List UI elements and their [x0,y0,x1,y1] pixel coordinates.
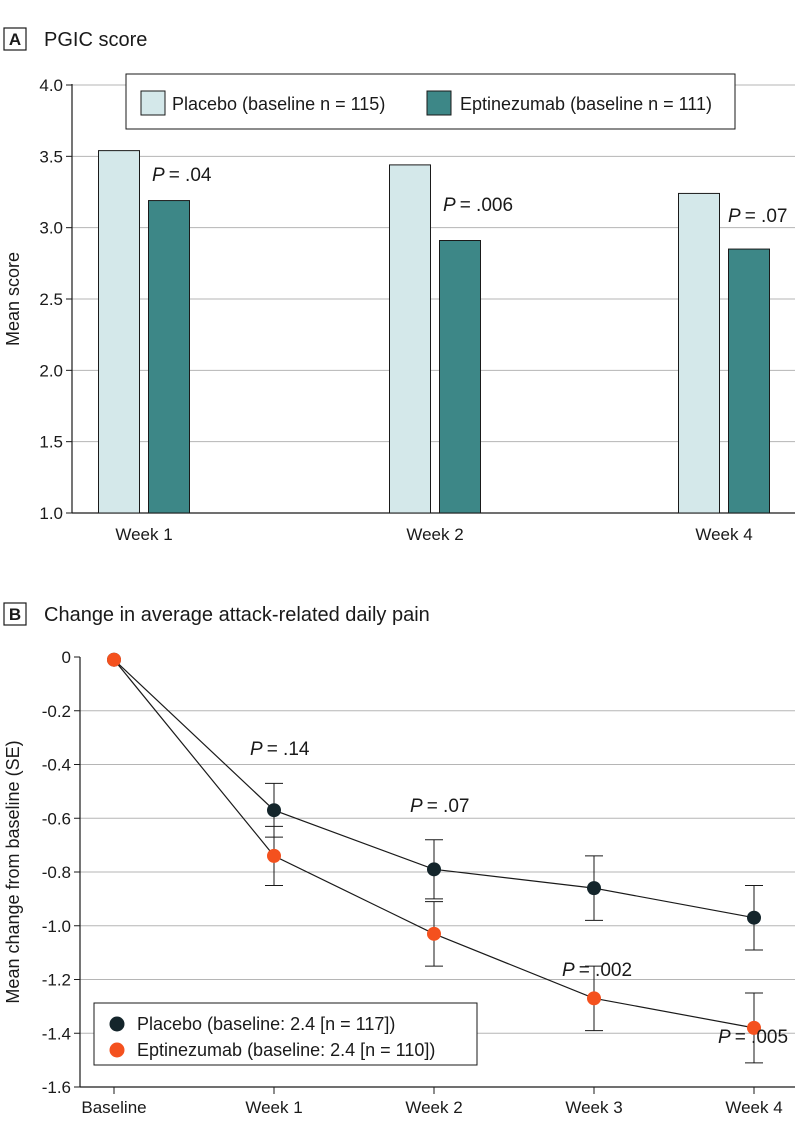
bar-eptinezumab-week-2 [439,240,481,514]
legend-label-a-placebo: Placebo (baseline n = 115) [172,94,385,114]
x-tick-label-b-week-4: Week 4 [725,1098,782,1117]
y-tick-label-a: 3.0 [39,219,63,238]
data-point-placebo-week-3 [587,881,601,896]
y-tick-label-b: -0.4 [42,756,71,775]
legend-a: Placebo (baseline n = 115) Eptinezumab (b… [125,73,736,130]
legend-label-b-placebo: Placebo (baseline: 2.4 [n = 117]) [137,1014,395,1034]
legend-swatch-a-eptinezumab [426,90,452,116]
y-tick-label-a: 4.0 [39,76,63,95]
data-point-eptinezumab-week-1 [267,848,281,863]
p-value-letter: P [250,739,263,760]
p-value-letter: P [152,165,165,186]
x-tick-label-a-week-4: Week 4 [695,525,752,544]
x-tick-label-a-week-1: Week 1 [115,525,172,544]
p-value-number: = .07 [427,796,470,817]
panel-a-letter-box [3,27,27,51]
x-tick-label-a-week-2: Week 2 [406,525,463,544]
p-value-annotation-b-week-1: P = .14 [250,739,310,760]
legend-swatch-a-placebo [140,90,166,116]
x-tick-label-b-baseline: Baseline [81,1098,146,1117]
y-tick-label-a: 3.5 [39,147,63,166]
p-value-number: = .006 [460,195,513,216]
data-point-placebo-week-1 [267,803,281,818]
p-value-number: = .07 [745,206,788,227]
p-value-number: = .14 [267,739,310,760]
p-value-annotation-a: P = .07 [728,206,787,227]
p-value-annotation-b-week-3: P = .002 [562,960,632,981]
p-value-letter: P [410,796,423,817]
p-value-letter: P [562,960,575,981]
p-value-letter: P [718,1027,731,1048]
panel-a-letter: A [9,30,21,49]
p-value-number: = .005 [735,1027,788,1048]
bar-placebo-week-2 [389,164,431,514]
bar-eptinezumab-week-1 [148,200,190,514]
panel-b-letter-box [3,602,27,626]
x-tick-label-b-week-1: Week 1 [245,1098,302,1117]
y-tick-label-b: -1.6 [42,1078,71,1097]
y-axis-title-b: Mean change from baseline (SE) [3,740,23,1003]
y-tick-label-b: -0.2 [42,702,71,721]
p-value-letter: P [728,206,741,227]
y-tick-label-a: 2.0 [39,361,63,380]
panel-b-letter: B [9,605,21,624]
legend-b: Placebo (baseline: 2.4 [n = 117]) Eptinez… [93,1002,478,1066]
panel-b-chart: 0 -0.2 -0.4 -0.6 -0.8 -1.0 -1.2 -1.4 -1.6 Mean ch… [3,648,795,1117]
y-axis-title-a: Mean score [3,252,23,346]
legend-label-b-eptinezumab: Eptinezumab (baseline: 2.4 [n = 110]) [137,1040,435,1060]
x-tick-label-b-week-2: Week 2 [405,1098,462,1117]
data-point-eptinezumab-baseline [107,652,121,667]
panel-b-title: Change in average attack-related daily p… [44,604,430,626]
p-value-number: = .002 [579,960,632,981]
y-tick-label-a: 2.5 [39,290,63,309]
bar-eptinezumab-week-4 [728,248,770,514]
legend-marker-b-eptinezumab [109,1042,125,1058]
data-point-placebo-week-4 [747,910,761,925]
p-value-annotation-a: P = .04 [152,165,212,186]
p-value-number: = .04 [169,165,212,186]
p-value-annotation-b-week-2: P = .07 [410,796,469,817]
x-tick-label-b-week-3: Week 3 [565,1098,622,1117]
y-tick-label-a: 1.5 [39,433,63,452]
panel-a-title: PGIC score [44,29,147,51]
bar-placebo-week-4 [678,192,720,514]
data-point-eptinezumab-week-3 [587,991,601,1006]
y-tick-label-b: -0.8 [42,863,71,882]
data-point-placebo-week-2 [427,862,441,877]
p-value-annotation-b-week-4: P = .005 [718,1027,788,1048]
data-point-eptinezumab-week-4 [747,1020,761,1035]
y-tick-label-a: 1.0 [39,504,63,523]
p-value-letter: P [443,195,456,216]
panel-a-chart: 1.0 1.5 2.0 2.5 3.0 3.5 4.0 Mean score Week 1 Wee… [3,73,795,544]
panel-b-header: B Change in average attack-related daily… [3,602,430,626]
legend-marker-b-placebo [109,1016,125,1032]
panel-a-header: A PGIC score [3,27,147,51]
legend-box-b [93,1002,478,1066]
y-tick-label-b: 0 [62,648,71,667]
y-tick-label-b: -0.6 [42,809,71,828]
p-value-annotation-a: P = .006 [443,195,513,216]
data-point-eptinezumab-week-2 [427,926,441,941]
y-tick-label-b: -1.4 [42,1024,71,1043]
y-tick-label-b: -1.0 [42,917,71,936]
legend-label-a-eptinezumab: Eptinezumab (baseline n = 111) [460,94,712,114]
bar-placebo-week-1 [98,150,140,514]
y-tick-label-b: -1.2 [42,971,71,990]
